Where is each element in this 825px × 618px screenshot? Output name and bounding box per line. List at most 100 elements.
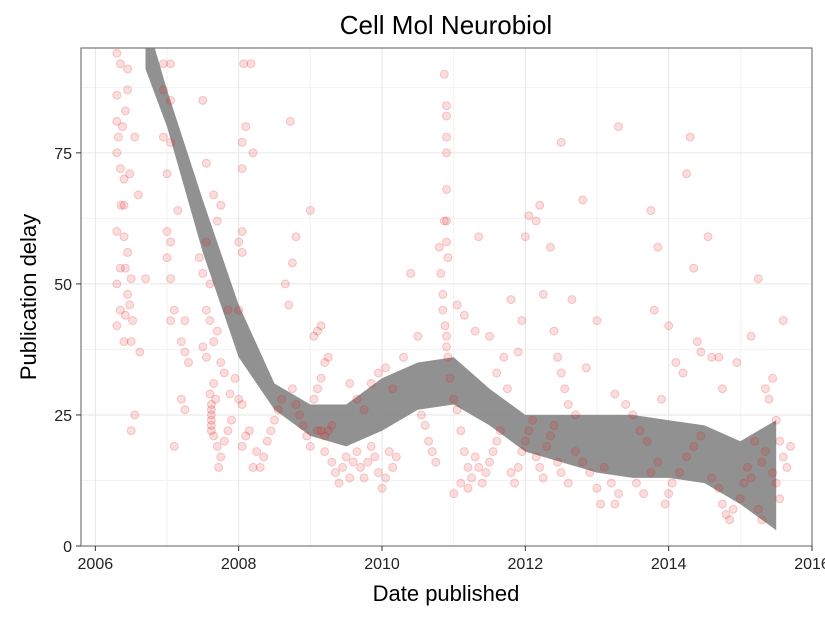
data-point <box>323 352 333 362</box>
data-point <box>388 384 398 394</box>
data-point <box>499 352 509 362</box>
data-point <box>345 379 355 388</box>
data-point <box>162 253 172 263</box>
x-tick-label: 2012 <box>508 556 544 573</box>
data-point <box>234 237 244 247</box>
data-point <box>578 195 588 205</box>
data-point <box>664 489 674 499</box>
data-point <box>689 263 699 273</box>
data-point <box>445 373 455 383</box>
data-point <box>237 400 247 409</box>
data-point <box>212 441 222 451</box>
data-point <box>485 457 494 467</box>
data-point <box>309 331 319 341</box>
data-point <box>162 227 172 236</box>
data-point <box>128 316 138 326</box>
data-point <box>439 69 449 79</box>
data-point <box>352 394 362 404</box>
data-point <box>291 400 301 409</box>
data-point <box>112 90 122 100</box>
data-point <box>273 405 283 415</box>
data-point <box>646 468 656 478</box>
data-point <box>320 447 330 457</box>
data-point <box>474 462 484 472</box>
data-point <box>255 462 265 472</box>
data-point <box>112 116 122 126</box>
y-tick-label: 75 <box>54 146 72 163</box>
data-point <box>610 389 620 399</box>
data-point <box>201 352 211 362</box>
data-point <box>786 441 795 451</box>
data-point <box>592 316 602 326</box>
data-point <box>442 331 451 341</box>
data-point <box>237 441 247 451</box>
x-axis-label: Date published <box>373 581 520 606</box>
data-point <box>206 410 216 420</box>
data-point <box>248 462 258 472</box>
data-point <box>563 400 573 409</box>
data-point <box>682 452 692 462</box>
data-point <box>649 305 659 315</box>
data-point <box>674 468 684 478</box>
data-point <box>592 483 602 493</box>
data-point <box>206 415 216 425</box>
data-point <box>753 504 763 514</box>
data-point <box>578 457 588 467</box>
data-point <box>567 295 577 305</box>
data-point <box>216 452 226 462</box>
data-point <box>377 483 387 493</box>
chart-title: Cell Mol Neurobiol <box>340 10 552 40</box>
x-tick-label: 2014 <box>651 556 687 573</box>
data-point <box>553 457 563 467</box>
data-point <box>553 352 563 362</box>
data-point <box>707 352 717 362</box>
data-point <box>653 242 663 252</box>
data-point <box>209 431 219 441</box>
data-point <box>492 368 502 378</box>
data-point <box>211 394 221 404</box>
data-point <box>270 415 279 425</box>
data-point <box>440 321 450 331</box>
data-point <box>571 447 580 457</box>
data-point <box>520 232 530 242</box>
data-point <box>166 274 176 284</box>
data-point <box>653 457 663 467</box>
data-point <box>169 305 179 315</box>
data-point <box>443 253 453 263</box>
data-point <box>135 347 145 357</box>
y-tick-label: 25 <box>54 408 72 425</box>
data-point <box>431 457 441 467</box>
data-point <box>205 316 215 326</box>
data-point <box>381 473 391 483</box>
data-point <box>757 457 767 467</box>
axes: 2006 2008 2010 2012 2014 2016 0 25 50 75 <box>54 146 825 573</box>
data-point <box>209 190 219 200</box>
data-point <box>237 227 247 236</box>
data-point <box>234 305 244 315</box>
data-point <box>262 436 272 446</box>
data-point <box>298 420 308 430</box>
data-point <box>778 452 788 462</box>
data-point <box>198 268 208 278</box>
data-point <box>366 441 376 451</box>
data-point <box>528 415 537 425</box>
data-point <box>126 426 136 436</box>
x-tick-label: 2010 <box>364 556 400 573</box>
data-point <box>166 237 176 247</box>
data-point <box>614 489 623 499</box>
data-point <box>291 232 301 242</box>
data-point <box>241 122 251 132</box>
data-point <box>313 326 322 336</box>
data-point <box>768 468 778 478</box>
data-point <box>158 132 168 142</box>
data-point <box>506 468 516 478</box>
data-point <box>427 447 437 457</box>
data-point <box>206 400 216 409</box>
data-point <box>359 405 369 415</box>
data-point <box>563 478 573 488</box>
data-point <box>212 326 222 336</box>
data-point <box>118 122 128 132</box>
data-point <box>635 426 645 436</box>
data-point <box>123 85 133 95</box>
data-point <box>717 499 727 509</box>
